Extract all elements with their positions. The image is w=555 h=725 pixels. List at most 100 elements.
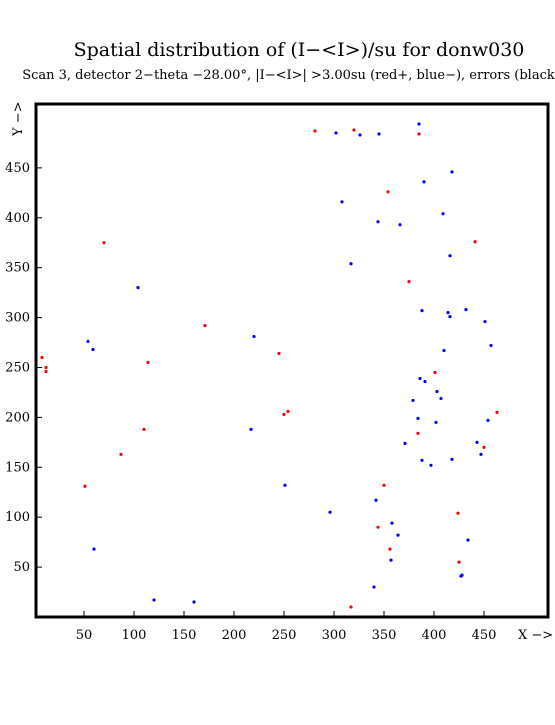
- series-positive: [40, 128, 499, 609]
- data-point: [142, 427, 146, 431]
- data-point: [83, 484, 87, 488]
- y-tick-label: 250: [5, 360, 30, 375]
- x-tick-label: 350: [372, 628, 397, 643]
- data-point: [102, 241, 106, 245]
- data-point: [483, 319, 487, 324]
- data-point: [398, 223, 402, 227]
- data-point: [486, 418, 490, 422]
- data-point: [44, 365, 48, 370]
- data-point: [358, 133, 362, 137]
- y-axis-label: Y −>: [11, 102, 26, 138]
- data-point: [473, 240, 477, 244]
- data-point: [407, 280, 411, 284]
- data-point: [479, 452, 483, 456]
- y-tick-label: 450: [5, 161, 30, 176]
- data-point: [434, 420, 438, 424]
- data-point: [403, 441, 407, 445]
- data-point: [349, 262, 353, 266]
- x-tick-label: 200: [222, 628, 247, 643]
- x-axis-label: X −>: [518, 628, 553, 643]
- data-point: [389, 558, 393, 562]
- y-tick-label: 150: [5, 460, 30, 475]
- x-tick-label: 400: [422, 628, 447, 643]
- plot-frame: [34, 102, 550, 619]
- data-point: [420, 308, 424, 313]
- data-point: [450, 170, 454, 174]
- data-point: [448, 314, 452, 319]
- data-point: [450, 457, 454, 461]
- y-tick-label: 300: [5, 311, 30, 326]
- y-tick-label: 350: [5, 261, 30, 276]
- data-point: [423, 379, 427, 384]
- y-tick-label: 400: [5, 211, 30, 226]
- data-point: [456, 511, 460, 515]
- data-point: [475, 440, 479, 444]
- data-point: [334, 131, 338, 135]
- data-point: [417, 132, 421, 136]
- data-point: [119, 452, 123, 456]
- data-point: [448, 254, 452, 258]
- data-point: [192, 600, 196, 604]
- y-tick-label: 200: [5, 410, 30, 425]
- x-tick-label: 250: [272, 628, 297, 643]
- data-point: [416, 431, 420, 435]
- data-point: [390, 521, 394, 525]
- x-tick-label: 150: [172, 628, 197, 643]
- data-point: [86, 339, 90, 344]
- data-point: [44, 369, 48, 374]
- y-tick-label: 100: [5, 510, 30, 525]
- data-point: [377, 132, 381, 136]
- data-point: [203, 323, 207, 328]
- data-point: [466, 538, 470, 542]
- data-point: [418, 376, 422, 381]
- series-negative: [86, 122, 493, 604]
- data-point: [429, 463, 433, 467]
- data-points: [40, 122, 499, 609]
- data-point: [374, 498, 378, 502]
- data-point: [349, 605, 353, 609]
- data-point: [146, 360, 150, 365]
- data-point: [388, 547, 392, 551]
- data-point: [416, 416, 420, 420]
- data-point: [495, 410, 499, 414]
- data-point: [386, 190, 390, 194]
- data-point: [340, 200, 344, 204]
- data-point: [376, 220, 380, 224]
- data-point: [489, 343, 493, 348]
- data-point: [420, 458, 424, 462]
- chart-title: Spatial distribution of (I−<I>)/su for d…: [74, 39, 525, 61]
- data-point: [282, 412, 286, 416]
- data-point: [376, 525, 380, 529]
- data-point: [286, 409, 290, 414]
- data-point: [252, 334, 256, 339]
- data-point: [464, 307, 468, 312]
- data-point: [459, 574, 463, 578]
- data-point: [441, 212, 445, 216]
- data-point: [313, 129, 317, 133]
- data-point: [482, 445, 486, 449]
- x-tick-label: 100: [122, 628, 147, 643]
- axis-ticks: 50 100 150 200 250 300 350 400 450 50 100 150 200 250…: [5, 161, 496, 643]
- data-point: [411, 398, 415, 403]
- data-point: [422, 180, 426, 184]
- data-point: [283, 483, 287, 487]
- data-point: [249, 427, 253, 431]
- data-point: [352, 128, 356, 132]
- x-tick-label: 450: [472, 628, 497, 643]
- data-point: [372, 585, 376, 589]
- data-point: [457, 560, 461, 564]
- x-tick-label: 50: [76, 628, 93, 643]
- y-tick-label: 50: [13, 560, 30, 575]
- x-tick-label: 300: [322, 628, 347, 643]
- data-point: [417, 122, 421, 126]
- data-point: [382, 483, 386, 487]
- data-point: [446, 310, 450, 315]
- data-point: [152, 598, 156, 602]
- data-point: [442, 348, 446, 353]
- data-point: [40, 355, 44, 360]
- chart-subtitle: Scan 3, detector 2−theta −28.00°, |I−<I>…: [22, 68, 555, 83]
- data-point: [435, 389, 439, 394]
- data-point: [91, 347, 95, 352]
- data-point: [136, 286, 140, 290]
